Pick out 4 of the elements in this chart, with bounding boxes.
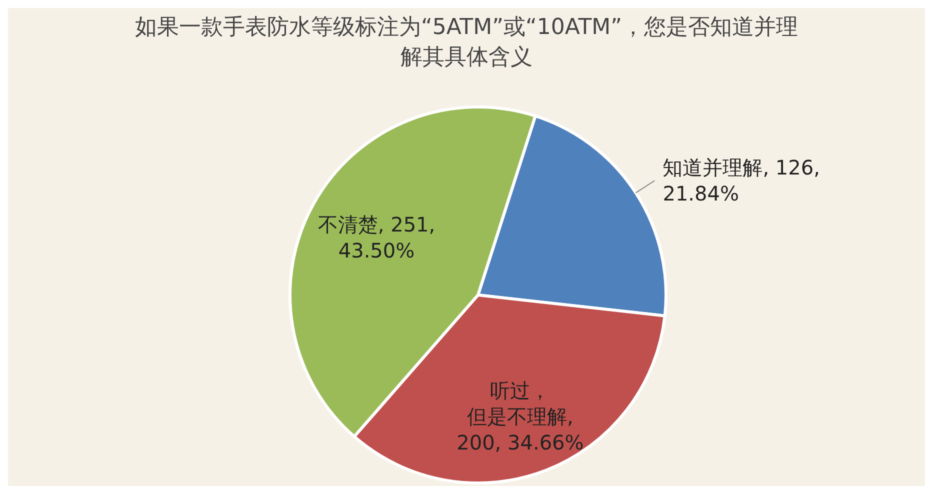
chart-title: 如果一款手表防水等级标注为“5ATM”或“10ATM”，您是否知道并理解其具体含义 [134, 15, 798, 70]
slice-label: 知道并理解, 126, 21.84% [662, 156, 820, 206]
slice-label: 听过，但是不理解, 200, 34.66% [456, 378, 584, 455]
slice-label: 不清楚, 251, 43.50% [318, 212, 436, 263]
